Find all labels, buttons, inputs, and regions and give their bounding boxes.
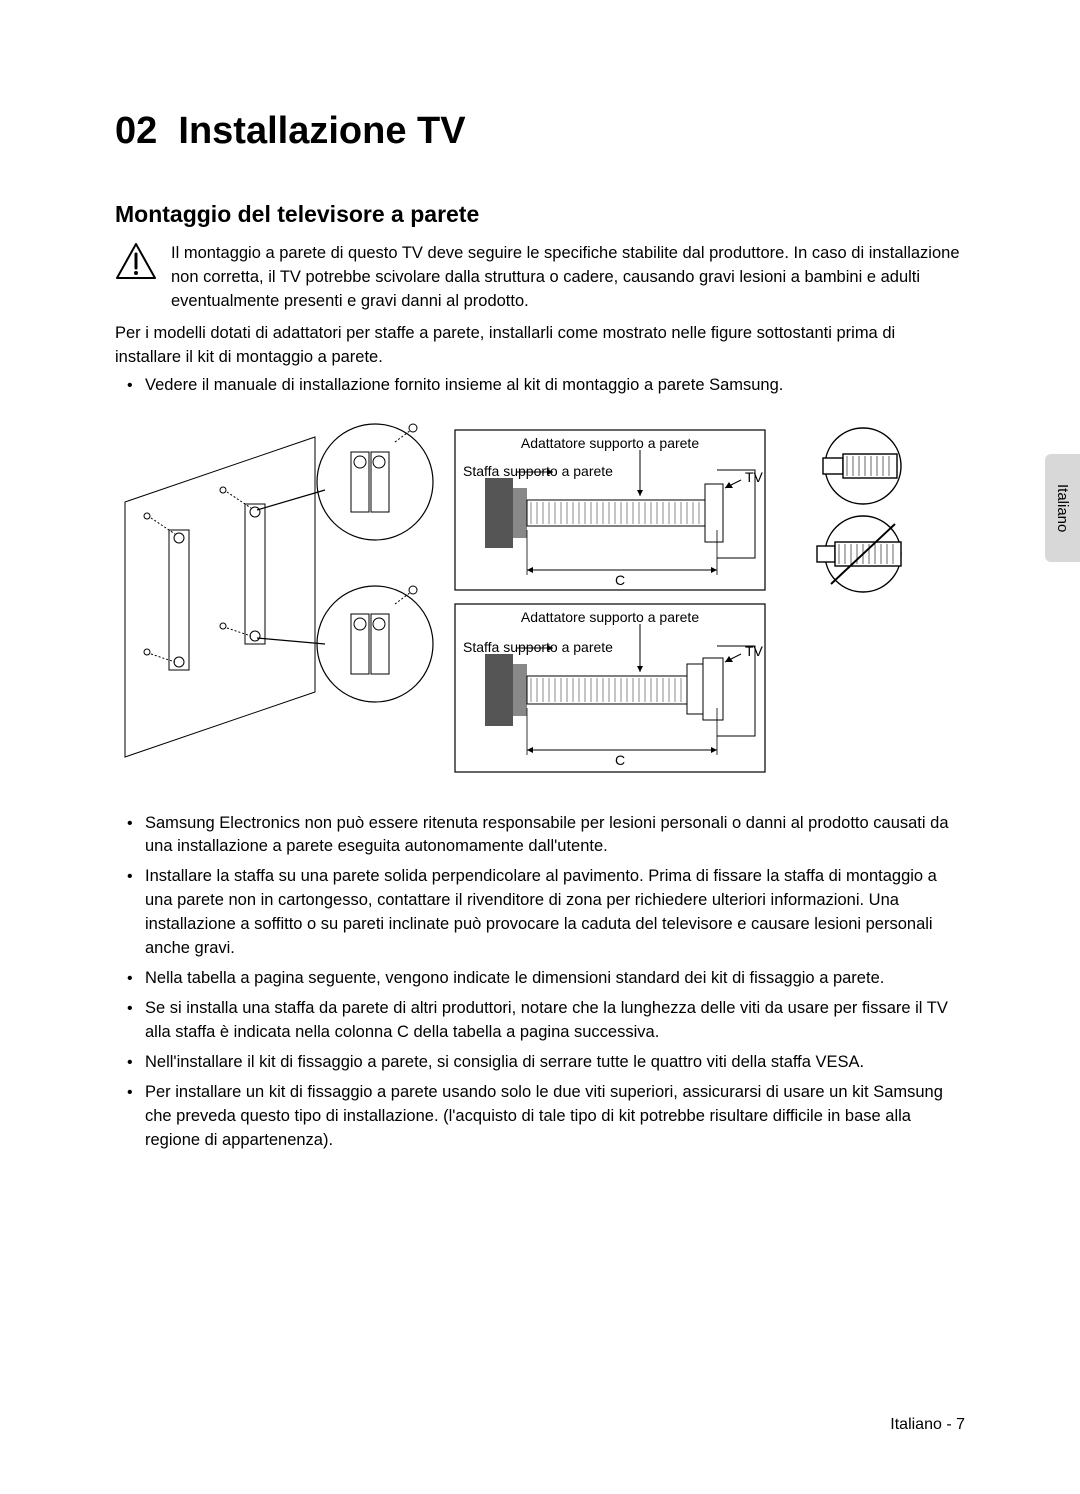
list-item: Se si installa una staffa da parete di a… bbox=[145, 997, 965, 1045]
warning-text: Il montaggio a parete di questo TV deve … bbox=[171, 242, 965, 314]
section-title: Montaggio del televisore a parete bbox=[115, 201, 965, 228]
list-item: Samsung Electronics non può essere riten… bbox=[145, 812, 965, 860]
list-item: Vedere il manuale di installazione forni… bbox=[145, 374, 965, 398]
diagram-label-bracket: Staffa supporto a parete bbox=[463, 463, 613, 479]
list-item: Installare la staffa su una parete solid… bbox=[145, 865, 965, 961]
list-item: Nell'installare il kit di fissaggio a pa… bbox=[145, 1051, 965, 1075]
chapter-name: Installazione TV bbox=[178, 110, 465, 152]
language-tab: Italiano bbox=[1045, 454, 1080, 562]
diagram-label-c: C bbox=[615, 752, 625, 768]
diagram-label-adapter: Adattatore supporto a parete bbox=[521, 609, 699, 625]
top-bullet-list: Vedere il manuale di installazione forni… bbox=[115, 374, 965, 398]
list-item: Per installare un kit di fissaggio a par… bbox=[145, 1081, 965, 1153]
page-footer: Italiano - 7 bbox=[890, 1416, 965, 1434]
diagram-label-tv: TV bbox=[745, 469, 764, 485]
chapter-title: 02 Installazione TV bbox=[115, 110, 965, 153]
diagram-label-adapter: Adattatore supporto a parete bbox=[521, 435, 699, 451]
bottom-bullet-list: Samsung Electronics non può essere riten… bbox=[115, 812, 965, 1153]
warning-icon bbox=[115, 242, 157, 280]
installation-diagram: Adattatore supporto a parete Staffa supp… bbox=[115, 412, 965, 782]
intro-paragraph: Per i modelli dotati di adattatori per s… bbox=[115, 322, 965, 370]
language-tab-label: Italiano bbox=[1054, 484, 1071, 532]
chapter-number: 02 bbox=[115, 110, 157, 152]
list-item: Nella tabella a pagina seguente, vengono… bbox=[145, 967, 965, 991]
diagram-label-tv: TV bbox=[745, 643, 764, 659]
warning-block: Il montaggio a parete di questo TV deve … bbox=[115, 242, 965, 314]
diagram-label-c: C bbox=[615, 572, 625, 588]
diagram-label-bracket: Staffa supporto a parete bbox=[463, 639, 613, 655]
